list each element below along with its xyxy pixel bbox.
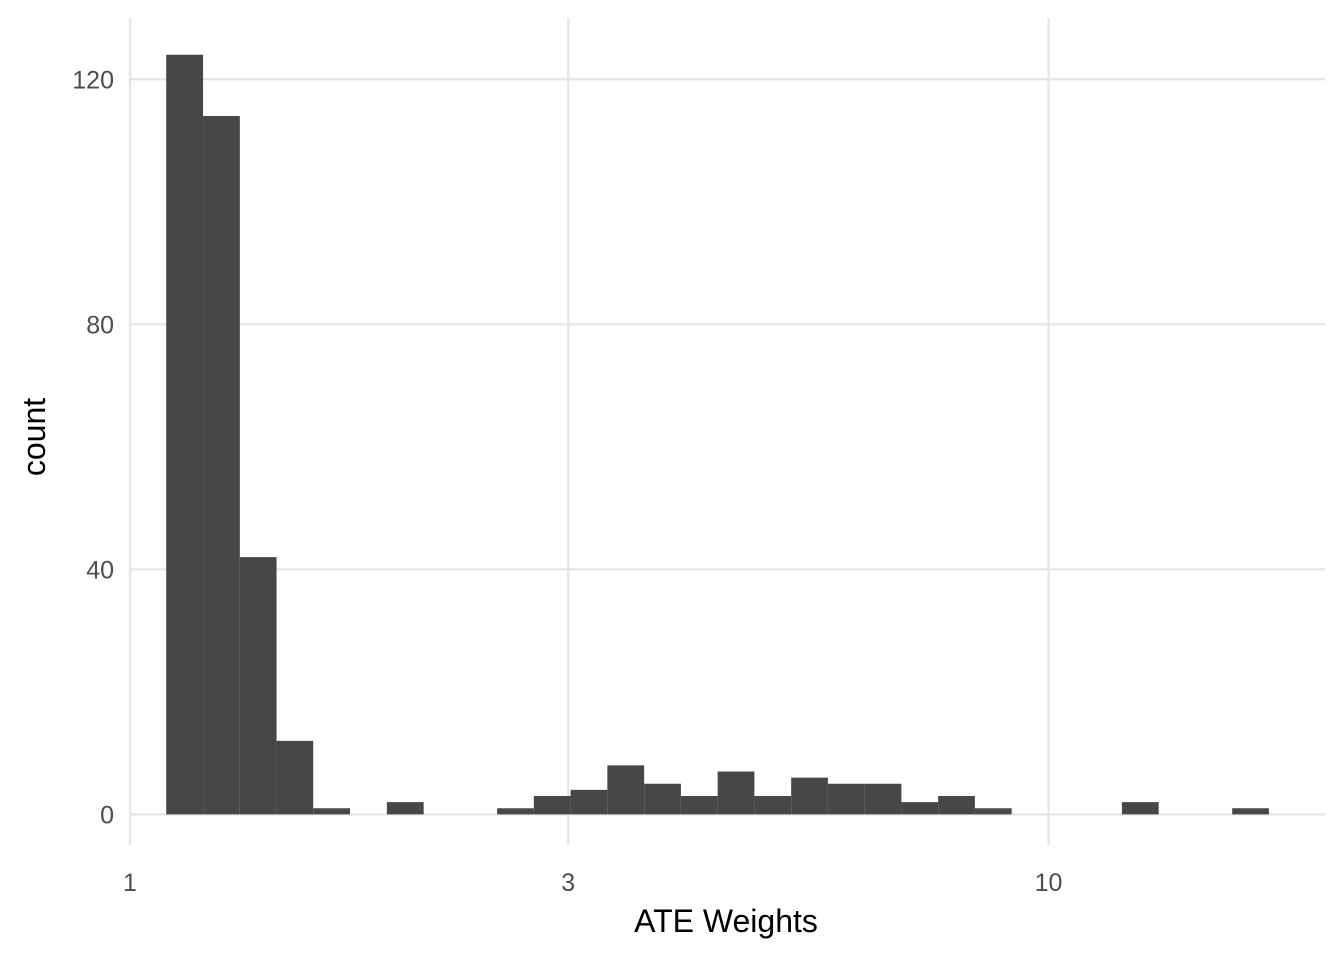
y-tick-label: 80 [86,311,114,339]
histogram-bar-7 [386,802,424,815]
histogram-bars [166,54,1269,815]
histogram-bar-21 [901,802,939,815]
y-tick-label: 120 [72,66,114,94]
x-tick-label: 3 [561,869,575,897]
histogram-bar-18 [791,777,828,815]
histogram-bar-5 [313,808,351,815]
histogram-bar-20 [864,783,902,815]
y-axis-title: count [16,398,52,476]
y-tick-label: 40 [86,556,114,584]
histogram-bar-19 [827,783,865,815]
histogram-bar-10 [497,808,534,815]
histogram-bar-14 [644,783,681,815]
grid-lines [128,18,1325,845]
histogram-bar-3 [239,557,277,815]
histogram-bar-13 [607,765,645,815]
x-tick-label: 10 [1035,869,1063,897]
histogram-bar-17 [754,795,792,815]
y-tick-labels: 0 40 80 120 [72,66,114,829]
x-tick-label: 1 [123,869,137,897]
x-tick-labels: 1 3 10 [123,869,1062,897]
histogram-bar-2 [203,116,240,815]
histogram-bar-23 [974,808,1012,815]
histogram-bar-12 [570,789,608,815]
y-tick-label: 0 [100,801,114,829]
histogram-bar-15 [680,795,718,815]
histogram-bar-22 [938,795,975,815]
histogram-bar-27 [1121,802,1159,815]
histogram-bar-30 [1232,808,1269,815]
histogram-bar-4 [276,740,314,815]
x-axis-title: ATE Weights [634,903,818,939]
histogram-bar-1 [166,54,204,815]
histogram-bar-16 [717,771,755,815]
histogram-bar-11 [533,795,571,815]
